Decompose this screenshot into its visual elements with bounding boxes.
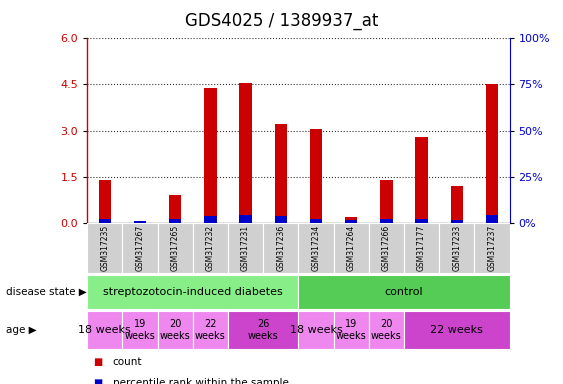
Text: 18 weeks: 18 weeks bbox=[289, 325, 342, 335]
Bar bbox=[123, 311, 158, 349]
FancyBboxPatch shape bbox=[193, 223, 228, 273]
Bar bbox=[99, 219, 111, 223]
Text: 18 weeks: 18 weeks bbox=[78, 325, 131, 335]
Bar bbox=[87, 275, 298, 309]
FancyBboxPatch shape bbox=[369, 223, 404, 273]
Bar bbox=[486, 215, 498, 223]
Bar bbox=[87, 311, 123, 349]
Text: GSM317236: GSM317236 bbox=[276, 225, 285, 271]
Bar bbox=[450, 220, 463, 223]
Text: GSM317232: GSM317232 bbox=[206, 225, 215, 271]
Bar bbox=[380, 180, 392, 223]
Text: GSM317234: GSM317234 bbox=[311, 225, 320, 271]
FancyBboxPatch shape bbox=[474, 223, 510, 273]
FancyBboxPatch shape bbox=[298, 223, 333, 273]
Text: GSM317177: GSM317177 bbox=[417, 225, 426, 271]
Bar bbox=[193, 311, 228, 349]
FancyBboxPatch shape bbox=[439, 223, 474, 273]
FancyBboxPatch shape bbox=[87, 223, 123, 273]
Text: count: count bbox=[113, 357, 142, 367]
Bar bbox=[380, 219, 392, 223]
Text: 19
weeks: 19 weeks bbox=[336, 319, 367, 341]
Bar bbox=[298, 275, 510, 309]
Text: ■: ■ bbox=[93, 378, 102, 384]
Bar bbox=[404, 311, 510, 349]
FancyBboxPatch shape bbox=[123, 223, 158, 273]
Bar bbox=[345, 217, 358, 223]
FancyBboxPatch shape bbox=[333, 223, 369, 273]
Text: 19
weeks: 19 weeks bbox=[124, 319, 155, 341]
Text: ■: ■ bbox=[93, 357, 102, 367]
Bar bbox=[169, 195, 181, 223]
Text: age ▶: age ▶ bbox=[6, 325, 36, 335]
Text: disease state ▶: disease state ▶ bbox=[6, 287, 86, 297]
Bar bbox=[369, 311, 404, 349]
Text: streptozotocin-induced diabetes: streptozotocin-induced diabetes bbox=[103, 287, 283, 297]
Bar bbox=[345, 220, 358, 223]
Bar bbox=[204, 88, 217, 223]
Text: 20
weeks: 20 weeks bbox=[160, 319, 191, 341]
Text: GSM317264: GSM317264 bbox=[347, 225, 356, 271]
Text: control: control bbox=[385, 287, 423, 297]
Text: GSM317233: GSM317233 bbox=[452, 225, 461, 271]
FancyBboxPatch shape bbox=[404, 223, 439, 273]
Bar bbox=[239, 215, 252, 223]
Bar bbox=[486, 84, 498, 223]
Bar bbox=[204, 216, 217, 223]
Bar bbox=[333, 311, 369, 349]
FancyBboxPatch shape bbox=[228, 223, 263, 273]
Text: 26
weeks: 26 weeks bbox=[248, 319, 279, 341]
Bar bbox=[310, 219, 322, 223]
Bar bbox=[158, 311, 193, 349]
Bar bbox=[415, 219, 428, 223]
Bar bbox=[228, 311, 298, 349]
Text: GSM317266: GSM317266 bbox=[382, 225, 391, 271]
Bar bbox=[298, 311, 333, 349]
Text: percentile rank within the sample: percentile rank within the sample bbox=[113, 378, 288, 384]
Text: GSM317267: GSM317267 bbox=[136, 225, 145, 271]
Text: GDS4025 / 1389937_at: GDS4025 / 1389937_at bbox=[185, 12, 378, 30]
Bar bbox=[239, 83, 252, 223]
Bar bbox=[134, 221, 146, 223]
Bar bbox=[310, 129, 322, 223]
FancyBboxPatch shape bbox=[263, 223, 298, 273]
Bar bbox=[169, 219, 181, 223]
Text: 20
weeks: 20 weeks bbox=[371, 319, 402, 341]
Text: 22
weeks: 22 weeks bbox=[195, 319, 226, 341]
Bar bbox=[134, 221, 146, 223]
Bar bbox=[275, 216, 287, 223]
Text: GSM317235: GSM317235 bbox=[100, 225, 109, 271]
Text: GSM317231: GSM317231 bbox=[241, 225, 250, 271]
Text: 22 weeks: 22 weeks bbox=[430, 325, 483, 335]
Bar bbox=[275, 124, 287, 223]
Bar bbox=[415, 137, 428, 223]
Text: GSM317265: GSM317265 bbox=[171, 225, 180, 271]
FancyBboxPatch shape bbox=[158, 223, 193, 273]
Text: GSM317237: GSM317237 bbox=[488, 225, 497, 271]
Bar bbox=[99, 180, 111, 223]
Bar bbox=[450, 186, 463, 223]
